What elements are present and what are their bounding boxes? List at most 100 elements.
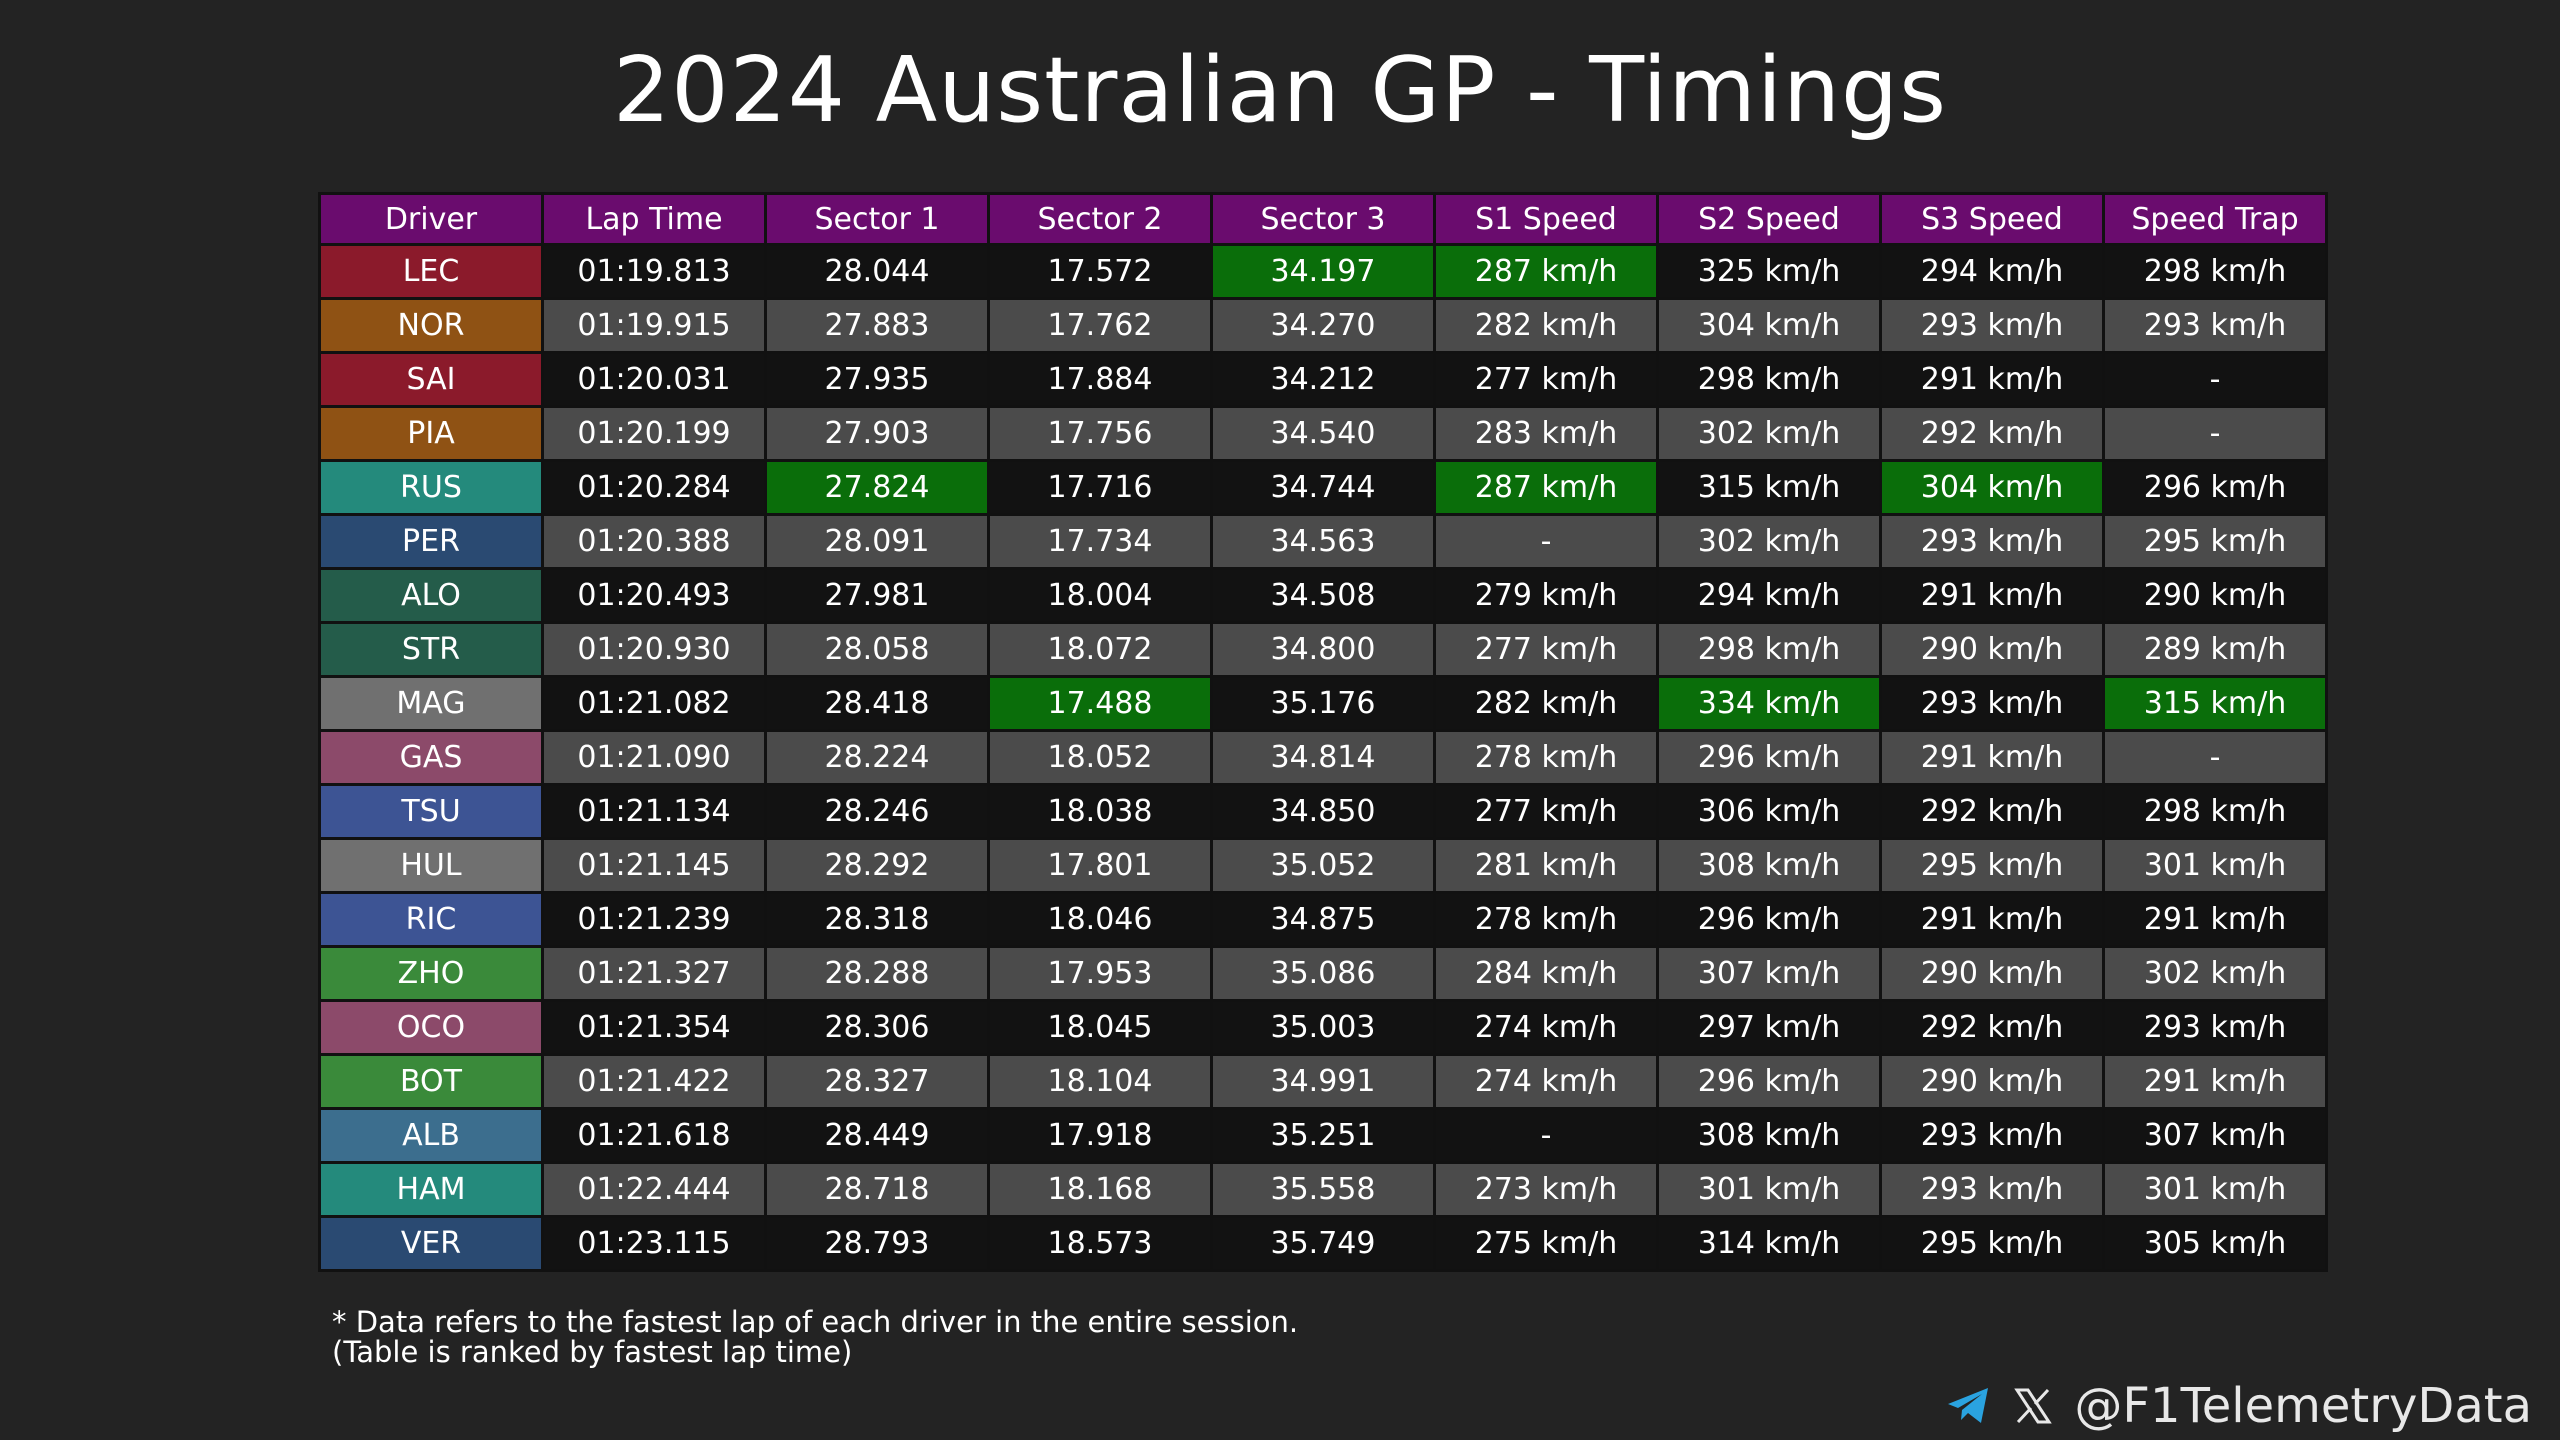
- table-cell: 308 km/h: [1656, 837, 1882, 894]
- best-cell: 287 km/h: [1433, 459, 1659, 516]
- best-cell: 334 km/h: [1656, 675, 1882, 732]
- table-cell: 302 km/h: [2102, 945, 2328, 1002]
- table-cell: 302 km/h: [1656, 405, 1882, 462]
- table-cell: 01:20.388: [541, 513, 767, 570]
- table-cell: 01:21.145: [541, 837, 767, 894]
- table-cell: 35.052: [1210, 837, 1436, 894]
- table-cell: 291 km/h: [1879, 891, 2105, 948]
- table-cell: 292 km/h: [1879, 783, 2105, 840]
- column-header: S3 Speed: [1879, 192, 2105, 246]
- table-cell: 284 km/h: [1433, 945, 1659, 1002]
- table-cell: 34.875: [1210, 891, 1436, 948]
- table-cell: -: [1433, 1107, 1659, 1164]
- table-cell: 17.572: [987, 243, 1213, 300]
- table-cell: 298 km/h: [2102, 243, 2328, 300]
- table-cell: 291 km/h: [2102, 891, 2328, 948]
- table-cell: 34.991: [1210, 1053, 1436, 1110]
- table-cell: 301 km/h: [2102, 1161, 2328, 1218]
- table-cell: 01:21.082: [541, 675, 767, 732]
- table-row: VER 01:23.115 28.793 18.573 35.749 275 km/h 31…: [318, 1215, 2328, 1272]
- table-cell: 01:21.239: [541, 891, 767, 948]
- driver-cell: STR: [318, 621, 544, 678]
- column-header: Driver: [318, 192, 544, 246]
- table-cell: 28.288: [764, 945, 990, 1002]
- table-row: RUS 01:20.284 27.824 17.716 34.744 287 km/h 31…: [318, 459, 2328, 516]
- table-cell: 17.801: [987, 837, 1213, 894]
- best-cell: 287 km/h: [1433, 243, 1659, 300]
- best-cell: 27.824: [764, 459, 990, 516]
- table-cell: 293 km/h: [2102, 999, 2328, 1056]
- table-row: ALB 01:21.618 28.449 17.918 35.251-308 km/h 2…: [318, 1107, 2328, 1164]
- table-cell: 01:20.493: [541, 567, 767, 624]
- table-cell: 35.086: [1210, 945, 1436, 1002]
- driver-cell: ALB: [318, 1107, 544, 1164]
- table-cell: 279 km/h: [1433, 567, 1659, 624]
- table-row: HUL 01:21.145 28.292 17.801 35.052 281 km/h 30…: [318, 837, 2328, 894]
- header-row: Driver Lap Time Sector 1 Sector 2 Sector 3 S1…: [318, 192, 2328, 246]
- table-cell: 17.756: [987, 405, 1213, 462]
- table-cell: 290 km/h: [1879, 1053, 2105, 1110]
- table-cell: 298 km/h: [2102, 783, 2328, 840]
- table-cell: 292 km/h: [1879, 405, 2105, 462]
- column-header: Sector 1: [764, 192, 990, 246]
- timings-table: Driver Lap Time Sector 1 Sector 2 Sector 3 S1…: [318, 192, 2328, 1272]
- table-cell: 282 km/h: [1433, 675, 1659, 732]
- table-cell: 325 km/h: [1656, 243, 1882, 300]
- table-cell: 28.718: [764, 1161, 990, 1218]
- table-cell: 291 km/h: [1879, 567, 2105, 624]
- table-cell: 314 km/h: [1656, 1215, 1882, 1272]
- table-cell: 298 km/h: [1656, 351, 1882, 408]
- driver-cell: VER: [318, 1215, 544, 1272]
- table-cell: 293 km/h: [1879, 1161, 2105, 1218]
- table-cell: 28.246: [764, 783, 990, 840]
- footnote: * Data refers to the fastest lap of each…: [332, 1307, 1298, 1367]
- table-cell: 291 km/h: [1879, 729, 2105, 786]
- table-cell: 28.306: [764, 999, 990, 1056]
- table-row: LEC 01:19.813 28.044 17.572 34.197 287 km/h 32…: [318, 243, 2328, 300]
- table-cell: 301 km/h: [2102, 837, 2328, 894]
- x-icon[interactable]: [2014, 1387, 2053, 1425]
- table-cell: 01:19.915: [541, 297, 767, 354]
- driver-cell: OCO: [318, 999, 544, 1056]
- table-cell: 01:21.327: [541, 945, 767, 1002]
- telegram-icon[interactable]: [1946, 1386, 1992, 1426]
- table-cell: 289 km/h: [2102, 621, 2328, 678]
- brand-handle[interactable]: @F1TelemetryData: [2074, 1378, 2532, 1434]
- footnote-line-1: * Data refers to the fastest lap of each…: [332, 1305, 1299, 1339]
- table-cell: 290 km/h: [1879, 621, 2105, 678]
- column-header: Sector 2: [987, 192, 1213, 246]
- table-row: BOT 01:21.422 28.327 18.104 34.991 274 km/h 29…: [318, 1053, 2328, 1110]
- table-cell: 283 km/h: [1433, 405, 1659, 462]
- table-cell: 297 km/h: [1656, 999, 1882, 1056]
- table-cell: 01:21.354: [541, 999, 767, 1056]
- table-cell: 28.449: [764, 1107, 990, 1164]
- table-cell: 273 km/h: [1433, 1161, 1659, 1218]
- table-row: STR 01:20.930 28.058 18.072 34.800 277 km/h 29…: [318, 621, 2328, 678]
- driver-cell: SAI: [318, 351, 544, 408]
- column-header: Lap Time: [541, 192, 767, 246]
- table-cell: 278 km/h: [1433, 729, 1659, 786]
- table-cell: 274 km/h: [1433, 999, 1659, 1056]
- table-cell: 315 km/h: [1656, 459, 1882, 516]
- table-cell: 293 km/h: [1879, 1107, 2105, 1164]
- table-cell: 282 km/h: [1433, 297, 1659, 354]
- table-cell: 305 km/h: [2102, 1215, 2328, 1272]
- table-cell: 27.935: [764, 351, 990, 408]
- brand-footer: @F1TelemetryData: [1946, 1378, 2532, 1434]
- table-cell: 278 km/h: [1433, 891, 1659, 948]
- table-cell: 290 km/h: [2102, 567, 2328, 624]
- table-row: NOR 01:19.915 27.883 17.762 34.270 282 km/h 30…: [318, 297, 2328, 354]
- table-cell: 301 km/h: [1656, 1161, 1882, 1218]
- table-cell: 17.918: [987, 1107, 1213, 1164]
- driver-cell: MAG: [318, 675, 544, 732]
- table-cell: 34.814: [1210, 729, 1436, 786]
- table-cell: 35.749: [1210, 1215, 1436, 1272]
- table-cell: 34.540: [1210, 405, 1436, 462]
- table-cell: 34.800: [1210, 621, 1436, 678]
- driver-cell: BOT: [318, 1053, 544, 1110]
- table-cell: 293 km/h: [1879, 513, 2105, 570]
- table-cell: 28.224: [764, 729, 990, 786]
- table-cell: 18.052: [987, 729, 1213, 786]
- table-cell: 18.046: [987, 891, 1213, 948]
